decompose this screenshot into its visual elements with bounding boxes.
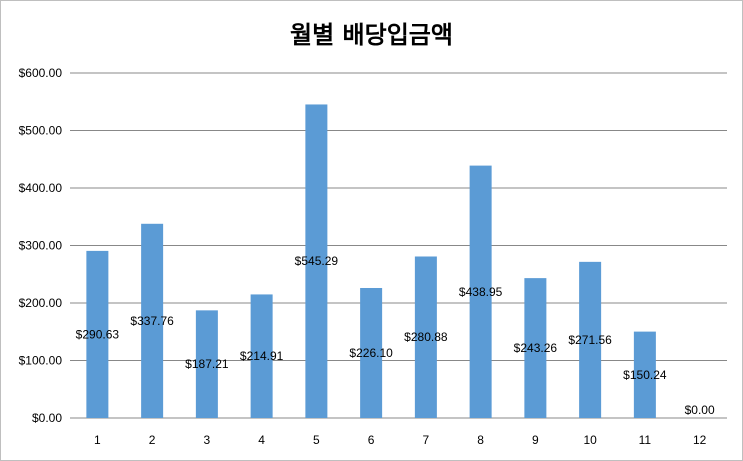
- x-tick-label: 3: [204, 433, 211, 447]
- bar: [633, 331, 656, 418]
- data-label: $290.63: [76, 327, 120, 341]
- data-label: $187.21: [185, 357, 229, 371]
- y-tick-label: $600.00: [19, 66, 63, 80]
- y-tick-label: $400.00: [19, 181, 63, 195]
- y-axis-ticks: $0.00 $100.00 $200.00 $300.00 $400.00 $500.00…: [19, 66, 63, 425]
- y-tick-label: $500.00: [19, 124, 63, 138]
- bar: [360, 287, 383, 418]
- x-tick-label: 1: [94, 433, 101, 447]
- data-label: $214.91: [240, 349, 284, 363]
- bar: [414, 256, 437, 418]
- bar: [305, 104, 328, 418]
- data-label: $243.26: [514, 341, 558, 355]
- data-label: $337.76: [130, 314, 174, 328]
- data-label: $150.24: [623, 368, 667, 382]
- x-tick-label: 5: [313, 433, 320, 447]
- bars: [86, 104, 656, 418]
- bar: [250, 294, 273, 418]
- bar: [86, 250, 109, 418]
- x-tick-label: 11: [639, 433, 652, 447]
- x-tick-label: 10: [583, 433, 597, 447]
- x-tick-label: 8: [477, 433, 484, 447]
- bar: [195, 310, 218, 418]
- x-tick-label: 6: [368, 433, 375, 447]
- x-tick-label: 2: [149, 433, 156, 447]
- data-label: $226.10: [349, 346, 393, 360]
- chart-title: 월별 배당입금액: [290, 21, 453, 49]
- y-tick-label: $200.00: [19, 296, 63, 310]
- x-tick-label: 9: [532, 433, 539, 447]
- x-axis-ticks: 1 2 3 4 5 6 7 8 9 10 11 12: [94, 433, 707, 447]
- gridlines: [70, 72, 727, 419]
- y-tick-label: $300.00: [19, 239, 63, 253]
- y-tick-label: $0.00: [32, 411, 62, 425]
- y-tick-label: $100.00: [19, 354, 63, 368]
- bar: [141, 223, 164, 418]
- bar: [469, 165, 492, 418]
- x-tick-label: 4: [258, 433, 265, 447]
- bar: [579, 261, 602, 418]
- data-label: $438.95: [459, 285, 503, 299]
- bar: [524, 278, 547, 418]
- data-labels: $290.63 $337.76 $187.21 $214.91 $545.29 $226.…: [76, 254, 715, 417]
- x-tick-label: 7: [423, 433, 430, 447]
- data-label: $545.29: [295, 254, 339, 268]
- data-label: $271.56: [568, 333, 612, 347]
- data-label: $280.88: [404, 330, 448, 344]
- x-tick-label: 12: [693, 433, 707, 447]
- data-label: $0.00: [685, 403, 715, 417]
